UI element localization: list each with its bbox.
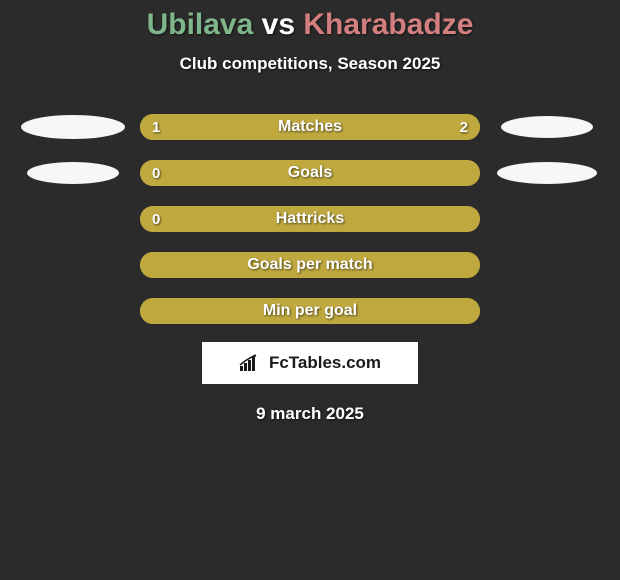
stat-row: 12Matches — [0, 114, 620, 140]
bar-label: Matches — [140, 114, 480, 140]
right-ellipse-cell — [480, 162, 620, 184]
stat-bar: 0Hattricks — [140, 206, 480, 232]
right-ellipse — [501, 116, 593, 138]
page-title: Ubilava vs Kharabadze — [147, 8, 474, 42]
bar-label: Min per goal — [140, 298, 480, 324]
brand-badge: FcTables.com — [202, 342, 418, 384]
left-ellipse — [21, 115, 125, 139]
brand-text: FcTables.com — [269, 353, 381, 373]
date-label: 9 march 2025 — [256, 404, 364, 424]
stat-rows: 12Matches 0Goals 0Hattricks Goals per match… — [0, 114, 620, 324]
bar-label: Goals — [140, 160, 480, 186]
right-ellipse-cell — [480, 116, 620, 138]
stat-bar: Goals per match — [140, 252, 480, 278]
stat-row: 0Hattricks — [0, 206, 620, 232]
left-ellipse-cell — [0, 162, 140, 184]
right-ellipse — [497, 162, 597, 184]
stat-row: Min per goal — [0, 298, 620, 324]
player1-name: Ubilava — [147, 8, 254, 41]
stat-row: 0Goals — [0, 160, 620, 186]
subtitle: Club competitions, Season 2025 — [180, 54, 441, 74]
stat-bar: 12Matches — [140, 114, 480, 140]
left-ellipse — [27, 162, 119, 184]
bar-label: Hattricks — [140, 206, 480, 232]
stat-row: Goals per match — [0, 252, 620, 278]
stat-bar: 0Goals — [140, 160, 480, 186]
comparison-card: Ubilava vs Kharabadze Club competitions,… — [0, 0, 620, 424]
bar-label: Goals per match — [140, 252, 480, 278]
player2-name: Kharabadze — [303, 8, 473, 41]
brand-chart-icon — [239, 354, 263, 372]
stat-bar: Min per goal — [140, 298, 480, 324]
vs-separator: vs — [253, 8, 303, 41]
left-ellipse-cell — [0, 115, 140, 139]
